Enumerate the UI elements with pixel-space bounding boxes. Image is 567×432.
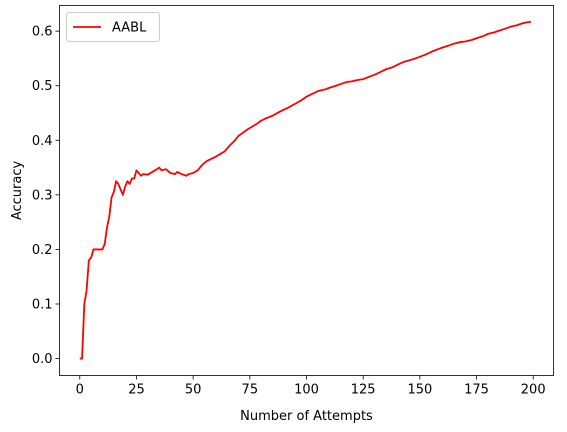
x-tick-label: 125	[351, 383, 376, 398]
x-tick-label: 175	[464, 383, 489, 398]
x-axis-label: Number of Attempts	[240, 409, 373, 424]
x-tick-label: 200	[521, 383, 546, 398]
legend-label-aabl: AABL	[112, 21, 147, 36]
x-tick-label: 75	[242, 383, 259, 398]
y-tick-label: 0.3	[32, 188, 53, 203]
x-tick-label: 100	[294, 383, 319, 398]
y-tick-label: 0.0	[32, 352, 53, 367]
y-tick-label: 0.6	[32, 25, 53, 40]
y-axis-label: Accuracy	[10, 161, 25, 221]
legend: AABL	[67, 13, 160, 42]
plot-area	[60, 6, 554, 376]
y-tick-label: 0.4	[32, 134, 53, 149]
x-tick-label: 50	[185, 383, 202, 398]
x-tick-label: 25	[128, 383, 145, 398]
y-tick-label: 0.5	[32, 79, 53, 94]
x-tick-label: 0	[76, 383, 84, 398]
y-tick-label: 0.2	[32, 243, 53, 258]
x-tick-label: 150	[407, 383, 432, 398]
y-tick-label: 0.1	[32, 298, 53, 313]
